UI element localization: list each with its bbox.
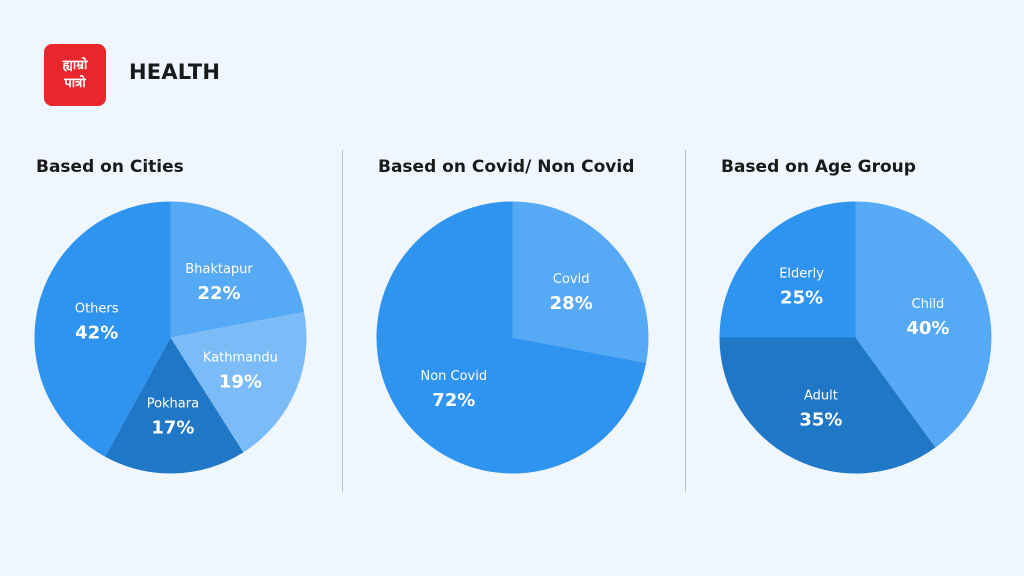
divider-right [685, 150, 686, 492]
pie-slice-covid [512, 201, 649, 363]
pie-chart-cities: Bhaktapur 22% Kathmandu 19% Pokhara 17% Others… [34, 201, 307, 474]
pie-chart-age: Child 40% Adult 35% Elderly 25% [719, 201, 992, 474]
slice-value-bhaktapur: 22% [197, 283, 240, 304]
slice-value-non-covid: 72% [432, 390, 475, 411]
pie-slice-adult [719, 337, 936, 474]
pie-slice-kathmandu [170, 312, 307, 453]
divider-left [342, 150, 343, 492]
chart-title-cities: Based on Cities [36, 157, 184, 177]
slice-label-child: Child [912, 297, 945, 312]
slice-label-bhaktapur: Bhaktapur [185, 262, 253, 277]
pie-slice-pokhara [104, 337, 244, 474]
slice-value-elderly: 25% [780, 288, 823, 309]
slice-value-pokhara: 17% [151, 418, 194, 439]
pie-slice-others [34, 201, 171, 457]
pie-slice-non-covid [376, 201, 647, 474]
slice-label-kathmandu: Kathmandu [203, 351, 278, 366]
slice-label-others: Others [75, 302, 119, 317]
slice-label-elderly: Elderly [779, 267, 824, 282]
slice-label-covid: Covid [553, 272, 590, 287]
logo-text-line2: पात्रो [64, 76, 86, 91]
slice-value-others: 42% [75, 323, 118, 344]
slice-value-kathmandu: 19% [219, 372, 262, 393]
logo-text-line1: ह्याम्रो [62, 58, 88, 73]
slice-label-pokhara: Pokhara [147, 397, 199, 412]
slice-label-adult: Adult [804, 388, 838, 403]
pie-slice-elderly [719, 201, 856, 338]
slice-value-child: 40% [906, 318, 949, 339]
slice-value-adult: 35% [799, 409, 842, 430]
slice-label-non-covid: Non Covid [420, 369, 487, 384]
chart-title-covid: Based on Covid/ Non Covid [378, 157, 635, 177]
app-logo: ह्याम्रो पात्रो [44, 44, 106, 106]
pie-chart-covid: Covid 28% Non Covid 72% [376, 201, 649, 474]
page-title: HEALTH [129, 60, 221, 84]
slice-value-covid: 28% [550, 293, 593, 314]
pie-slice-bhaktapur [170, 201, 305, 338]
pie-slice-child [855, 201, 992, 448]
chart-title-age: Based on Age Group [721, 157, 916, 177]
